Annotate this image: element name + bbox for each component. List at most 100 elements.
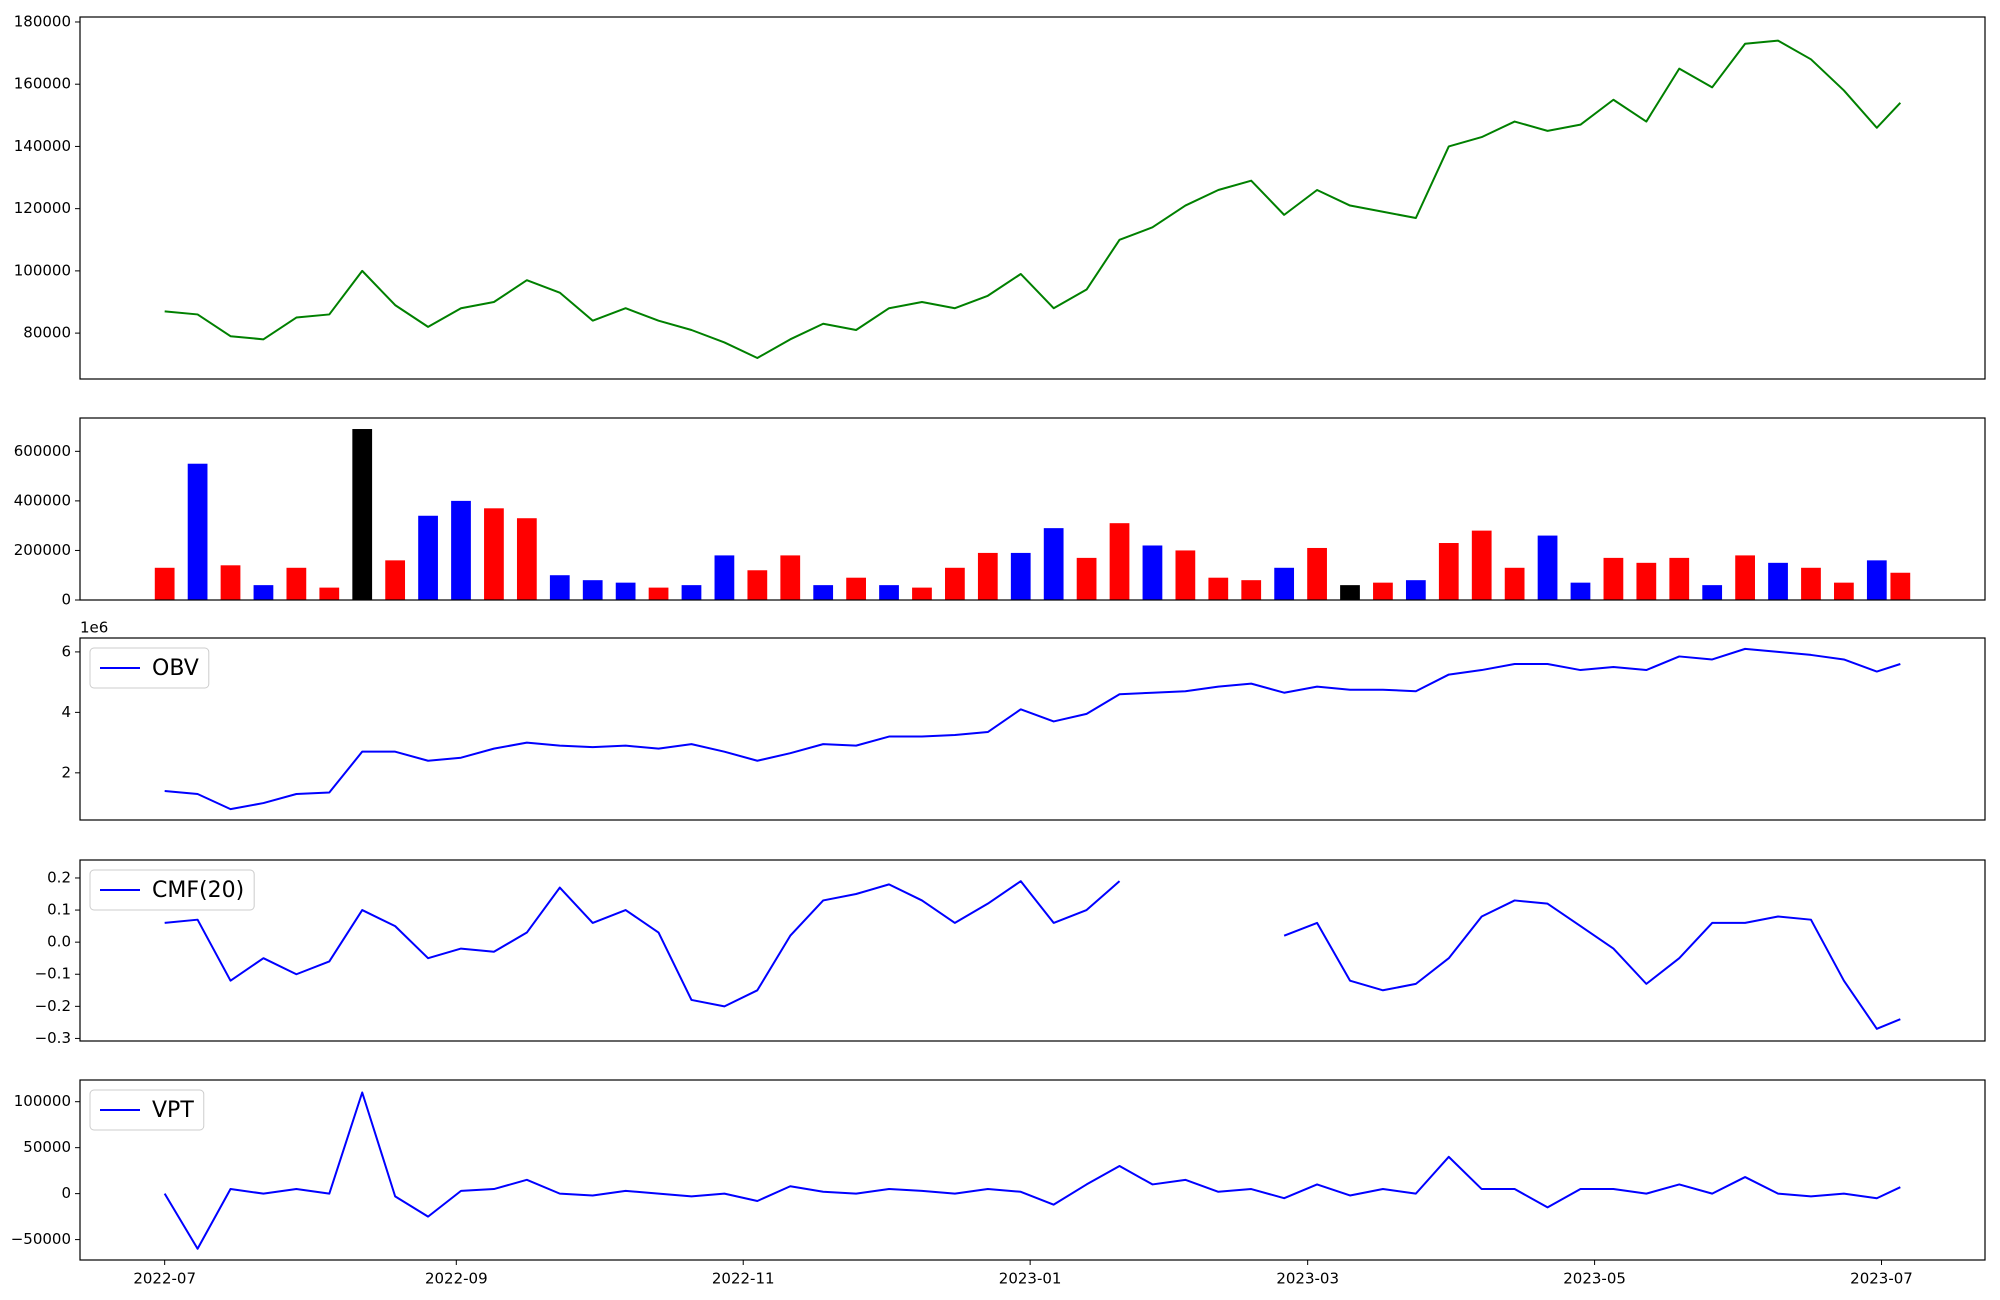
- axes-frame: [79, 859, 1986, 1042]
- bar: [714, 555, 735, 600]
- bar: [1471, 530, 1492, 600]
- bar: [1373, 582, 1393, 600]
- bar: [615, 582, 636, 600]
- y-tick-label: 6: [61, 642, 71, 660]
- x-tick-label: 2022-07: [133, 1270, 196, 1288]
- y-tick-label: 0: [61, 591, 71, 609]
- axis-offset-label: 1e6: [80, 619, 108, 637]
- bar: [1702, 585, 1723, 600]
- legend-box: [89, 869, 255, 911]
- x-tick-label: 2023-07: [1850, 1270, 1913, 1288]
- bar: [1274, 567, 1295, 600]
- y-tick-label: 600000: [14, 442, 71, 460]
- bar: [187, 463, 208, 600]
- bar: [1866, 560, 1887, 600]
- x-tick-label: 2023-01: [999, 1270, 1062, 1288]
- bar: [418, 515, 438, 600]
- bar: [1735, 555, 1755, 600]
- line: [163, 1091, 1901, 1250]
- bar: [1340, 585, 1360, 600]
- legend-text: VPT: [152, 1098, 194, 1123]
- bar: [1175, 550, 1196, 600]
- bar: [1208, 577, 1229, 600]
- y-tick-label: 400000: [14, 491, 71, 509]
- bar: [1537, 535, 1558, 600]
- bar: [484, 508, 504, 600]
- bar: [1307, 547, 1327, 600]
- bar: [1043, 528, 1064, 600]
- bar: [1636, 562, 1657, 600]
- y-tick-label: 4: [61, 703, 71, 721]
- bar: [846, 577, 866, 600]
- y-tick-label: 120000: [14, 199, 71, 217]
- bar: [1076, 557, 1097, 600]
- x-tick-label: 2023-05: [1563, 1270, 1626, 1288]
- legend-box: [89, 1089, 205, 1131]
- bar: [451, 500, 471, 600]
- bar: [1241, 580, 1262, 600]
- bar: [747, 570, 768, 600]
- axes-frame: [79, 417, 1986, 601]
- y-tick-label: 180000: [14, 12, 71, 30]
- bar: [1504, 567, 1525, 600]
- axes-frame: [79, 637, 1986, 821]
- y-tick-label: 2: [61, 763, 71, 781]
- y-tick-label: 100000: [14, 1092, 71, 1110]
- bar: [286, 567, 307, 600]
- y-tick-label: 160000: [14, 75, 71, 93]
- y-tick-label: −50000: [11, 1230, 71, 1248]
- bar: [1438, 543, 1459, 600]
- axes-frame: [79, 1079, 1986, 1261]
- bar: [1570, 582, 1591, 600]
- y-tick-label: 0: [61, 1184, 71, 1202]
- bar: [648, 587, 669, 600]
- bar: [319, 587, 340, 600]
- bar: [912, 587, 932, 600]
- bar: [1142, 545, 1163, 600]
- bar: [879, 585, 899, 600]
- bar: [352, 429, 373, 600]
- x-tick-label: 2022-09: [425, 1270, 488, 1288]
- y-tick-label: −0.3: [35, 1029, 71, 1047]
- bar: [1603, 557, 1624, 600]
- bar: [681, 585, 702, 600]
- bar: [154, 567, 175, 600]
- bar: [516, 518, 537, 600]
- x-tick-label: 2023-03: [1276, 1270, 1339, 1288]
- bar: [253, 585, 274, 600]
- y-tick-label: 0.0: [47, 933, 71, 951]
- bar: [1010, 552, 1031, 600]
- bar: [1834, 582, 1854, 600]
- x-tick-label: 2022-11: [712, 1270, 775, 1288]
- line: [164, 647, 1901, 811]
- legend-box: [89, 647, 210, 689]
- line: [164, 880, 1901, 1030]
- y-tick-label: 100000: [14, 261, 71, 279]
- legend-text: CMF(20): [152, 878, 244, 903]
- bar: [1669, 557, 1690, 600]
- bar: [220, 565, 241, 600]
- bar: [1768, 562, 1788, 600]
- y-tick-label: 140000: [14, 137, 71, 155]
- bar: [549, 575, 570, 600]
- bar: [945, 567, 965, 600]
- bar: [780, 555, 801, 600]
- y-tick-label: 0.2: [47, 868, 71, 886]
- y-tick-label: 200000: [14, 541, 71, 559]
- legend-text: OBV: [152, 656, 199, 681]
- y-tick-label: 80000: [23, 324, 71, 342]
- bar: [1801, 567, 1821, 600]
- y-tick-label: 0.1: [47, 901, 71, 919]
- bar: [582, 580, 603, 600]
- y-tick-label: −0.1: [35, 965, 71, 983]
- bar: [977, 552, 998, 600]
- y-tick-label: −0.2: [35, 997, 71, 1015]
- line: [164, 39, 1902, 359]
- axes-frame: [79, 16, 1986, 380]
- bar: [385, 560, 406, 600]
- bar: [813, 585, 834, 600]
- bar: [1890, 572, 1911, 600]
- bar: [1109, 523, 1130, 600]
